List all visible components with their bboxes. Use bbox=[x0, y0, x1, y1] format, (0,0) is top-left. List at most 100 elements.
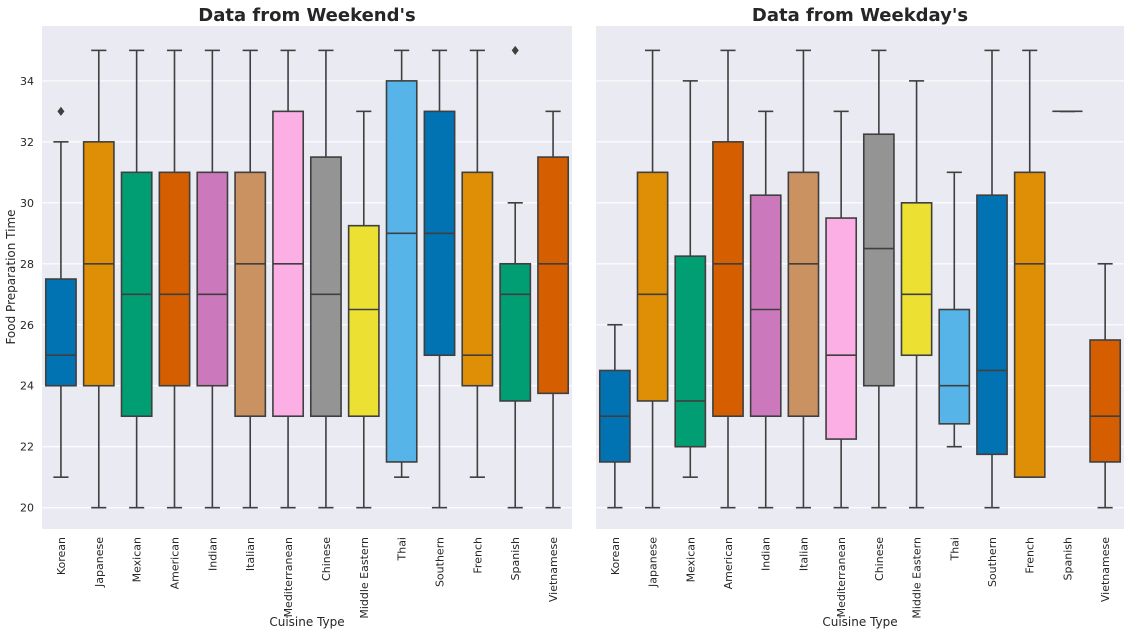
iqr-box bbox=[499, 262, 532, 402]
box-chinese bbox=[309, 49, 342, 509]
x-tick-label: French bbox=[1024, 537, 1037, 574]
iqr-box bbox=[309, 156, 342, 418]
x-tick-label: Thai bbox=[948, 537, 961, 562]
right-chart-panel: Korean Japanese Mexican American Indian Itali… bbox=[596, 5, 1124, 629]
box-chinese bbox=[862, 49, 895, 509]
left-chart-panel: 20 22 24 26 28 30 32 34 Korean Japanese Mexican Am… bbox=[4, 5, 572, 629]
y-axis-label: Food Preparation Time bbox=[4, 209, 18, 344]
y-tick-label: 24 bbox=[20, 380, 34, 393]
y-tick-label: 32 bbox=[20, 136, 34, 149]
box-french bbox=[461, 49, 494, 478]
x-tick-label: Mediterranean bbox=[835, 537, 848, 617]
y-tick-label: 34 bbox=[20, 75, 34, 88]
right-boxes bbox=[598, 49, 1122, 509]
iqr-box bbox=[749, 194, 782, 418]
iqr-box bbox=[862, 133, 895, 387]
x-tick-label: Mexican bbox=[684, 537, 697, 582]
box-korean bbox=[598, 323, 631, 509]
x-tick-label: Korean bbox=[55, 537, 68, 575]
outlier-point bbox=[57, 106, 65, 116]
iqr-box bbox=[461, 171, 494, 387]
box-middle-eastern bbox=[900, 80, 933, 509]
iqr-box bbox=[900, 202, 933, 357]
x-tick-label: French bbox=[471, 537, 484, 574]
x-tick-label: Korean bbox=[609, 537, 622, 575]
box-mexican bbox=[120, 49, 153, 509]
box-american bbox=[712, 49, 744, 509]
iqr-box bbox=[1013, 171, 1046, 478]
outlier-point bbox=[511, 45, 519, 55]
y-tick-label: 28 bbox=[20, 258, 34, 271]
iqr-box bbox=[537, 156, 570, 395]
box-italian bbox=[787, 49, 820, 509]
box-japanese bbox=[636, 49, 669, 509]
box-vietnamese bbox=[537, 110, 570, 509]
x-tick-label: Italian bbox=[244, 537, 257, 571]
iqr-box bbox=[234, 171, 267, 418]
iqr-box bbox=[674, 255, 707, 448]
iqr-box bbox=[385, 80, 418, 463]
iqr-box bbox=[712, 141, 744, 418]
box-vietnamese bbox=[1089, 262, 1122, 509]
left-boxes bbox=[44, 45, 570, 509]
left-y-tick-labels: 20 22 24 26 28 30 32 34 bbox=[20, 75, 34, 515]
left-x-tick-labels: Korean Japanese Mexican American Indian Itali… bbox=[55, 537, 560, 619]
box-middle-eastern bbox=[347, 110, 380, 509]
iqr-box bbox=[347, 224, 380, 418]
x-tick-label: Middle Eastern bbox=[358, 537, 371, 619]
iqr-box bbox=[636, 171, 669, 402]
y-tick-label: 20 bbox=[20, 502, 34, 515]
y-tick-label: 22 bbox=[20, 441, 34, 454]
x-tick-label: Southern bbox=[434, 537, 447, 587]
box-italian bbox=[234, 49, 267, 509]
x-tick-label: Southern bbox=[986, 537, 999, 587]
x-tick-label: American bbox=[722, 537, 735, 589]
left-x-axis-label: Cuisine Type bbox=[269, 615, 344, 629]
iqr-box bbox=[938, 308, 971, 425]
box-southern bbox=[976, 49, 1008, 509]
box-american bbox=[158, 49, 191, 509]
left-chart-title: Data from Weekend's bbox=[198, 5, 415, 26]
x-tick-label: American bbox=[169, 537, 182, 589]
box-korean bbox=[44, 106, 77, 478]
box-indian bbox=[749, 110, 782, 509]
x-tick-label: Middle Eastern bbox=[911, 537, 924, 619]
x-tick-label: Spanish bbox=[1061, 537, 1074, 580]
x-tick-label: Japanese bbox=[647, 537, 660, 588]
x-tick-label: Indian bbox=[206, 537, 219, 571]
right-x-tick-labels: Korean Japanese Mexican American Indian Itali… bbox=[609, 537, 1112, 619]
box-spanish bbox=[499, 45, 532, 509]
iqr-box bbox=[158, 171, 191, 387]
y-tick-label: 30 bbox=[20, 197, 34, 210]
x-tick-label: Spanish bbox=[509, 537, 522, 580]
x-tick-label: Indian bbox=[760, 537, 773, 571]
x-tick-label: Vietnamese bbox=[1099, 537, 1112, 602]
box-thai bbox=[385, 49, 418, 478]
iqr-box bbox=[976, 194, 1008, 456]
box-mediterranean bbox=[272, 49, 305, 509]
box-thai bbox=[938, 171, 971, 448]
x-tick-label: Chinese bbox=[320, 537, 333, 581]
x-tick-label: Italian bbox=[797, 537, 810, 571]
iqr-box bbox=[787, 171, 820, 418]
x-tick-label: Thai bbox=[396, 537, 409, 562]
x-tick-label: Chinese bbox=[873, 537, 886, 581]
x-tick-label: Mexican bbox=[131, 537, 144, 582]
box-indian bbox=[196, 49, 229, 509]
right-x-axis-label: Cuisine Type bbox=[822, 615, 897, 629]
x-tick-label: Japanese bbox=[93, 537, 106, 588]
iqr-box bbox=[196, 171, 229, 387]
iqr-box bbox=[1089, 339, 1122, 463]
iqr-box bbox=[825, 217, 858, 440]
box-southern bbox=[423, 49, 456, 509]
box-mexican bbox=[674, 80, 707, 478]
y-tick-label: 26 bbox=[20, 319, 34, 332]
box-french bbox=[1013, 49, 1046, 478]
box-japanese bbox=[82, 49, 115, 509]
x-tick-label: Mediterranean bbox=[282, 537, 295, 617]
right-chart-title: Data from Weekday's bbox=[752, 5, 968, 26]
iqr-box bbox=[44, 278, 77, 387]
box-mediterranean bbox=[825, 110, 858, 509]
x-tick-label: Vietnamese bbox=[547, 537, 560, 602]
